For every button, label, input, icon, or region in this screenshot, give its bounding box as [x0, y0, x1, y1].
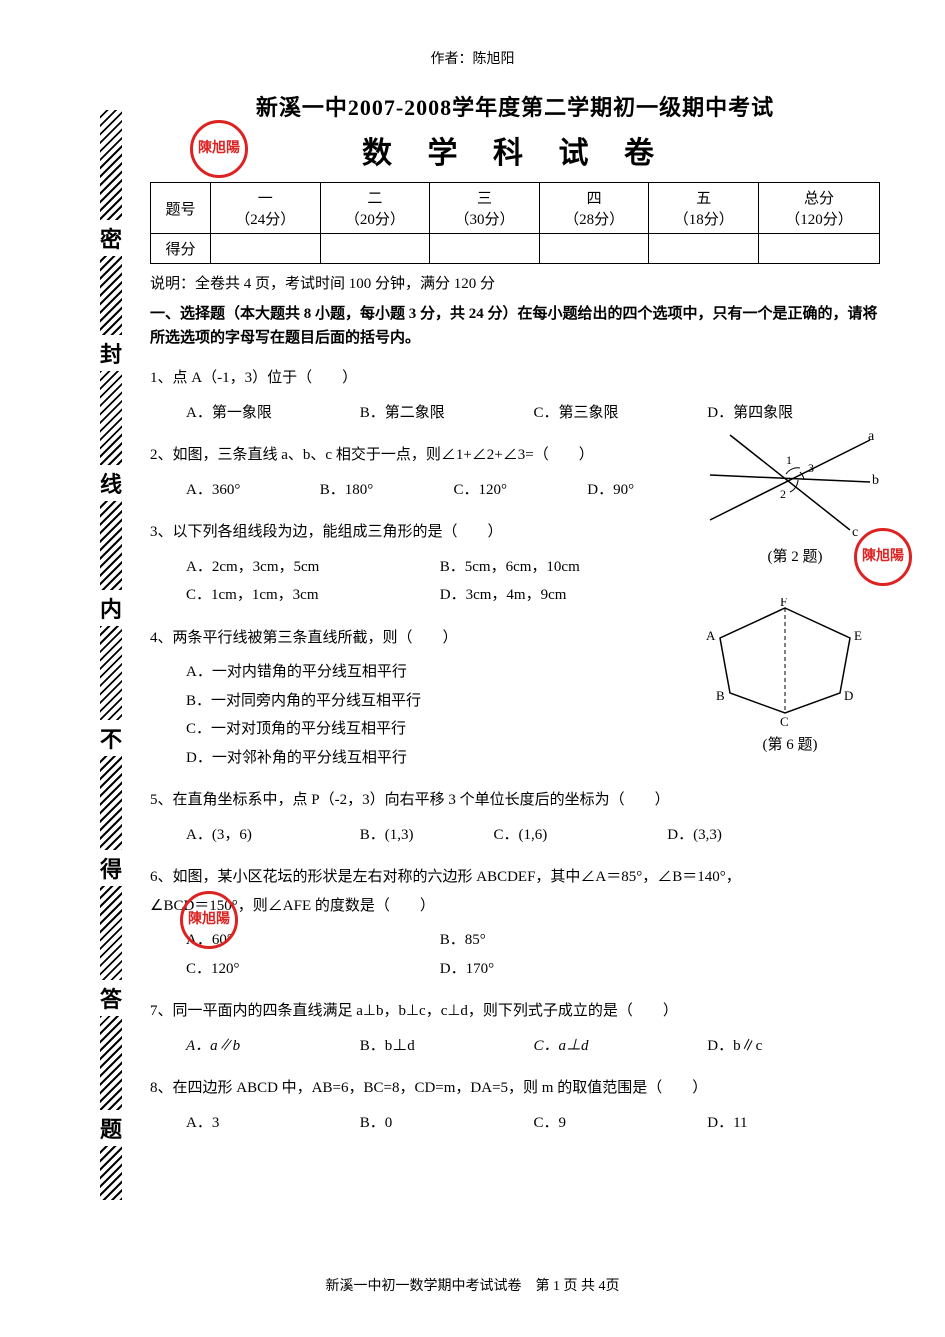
binding-char: 密 [96, 220, 126, 256]
option: D．3cm，4m，9cm [440, 581, 690, 610]
hatch-pattern [100, 110, 122, 1200]
option: B．180° [320, 476, 450, 505]
table-row: 题号 一（24分） 二（20分） 三（30分） 四（28分） 五（18分） 总分… [151, 183, 880, 234]
col-head: 总分（120分） [759, 183, 880, 234]
table-row: 得分 [151, 234, 880, 264]
score-label: 得分 [151, 234, 211, 264]
binding-edge: 密 封 线 内 不 得 答 题 [90, 110, 132, 1200]
three-lines-icon: 1 2 3 a b c [700, 420, 880, 540]
svg-text:F: F [780, 598, 787, 609]
option: C．9 [534, 1109, 704, 1138]
question-7-options: A．a∥b B．b⊥d C．a⊥d D．b∥c [150, 1032, 880, 1061]
option: A．第一象限 [186, 399, 356, 428]
binding-char: 不 [96, 720, 126, 756]
question-8-options: A．3 B．0 C．9 D．11 [150, 1109, 880, 1138]
seal-stamp: 陳旭陽 [854, 528, 912, 586]
option: C．120° [454, 476, 584, 505]
option: C．1cm，1cm，3cm [186, 581, 436, 610]
question-8: 8、在四边形 ABCD 中，AB=6，BC=8，CD=m，DA=5，则 m 的取… [150, 1074, 880, 1103]
exam-title-line2: 数 学 科 试 卷 [150, 128, 880, 172]
figure-q6-label: (第 6 题) [700, 733, 880, 754]
option: D．11 [707, 1109, 877, 1138]
option: A．2cm，3cm，5cm [186, 553, 436, 582]
exam-description: 说明：全卷共 4 页，考试时间 100 分钟，满分 120 分 [150, 272, 880, 296]
binding-char: 线 [96, 465, 126, 501]
seal-stamp: 陳旭陽 [190, 120, 248, 178]
col-head: 五（18分） [649, 183, 759, 234]
svg-text:A: A [706, 628, 716, 643]
option: A．(3，6) [186, 821, 356, 850]
binding-char: 题 [96, 1110, 126, 1146]
seal-text: 陳旭陽 [862, 549, 904, 565]
option: C．(1,6) [494, 821, 664, 850]
svg-text:a: a [868, 429, 875, 444]
option: B．85° [440, 926, 690, 955]
option: B．5cm，6cm，10cm [440, 553, 690, 582]
svg-text:2: 2 [780, 487, 786, 501]
score-cell [649, 234, 759, 264]
option: C．a⊥d [534, 1032, 704, 1061]
option: D．(3,3) [667, 821, 797, 850]
option: B．(1,3) [360, 821, 490, 850]
seal-text: 陳旭陽 [188, 912, 230, 928]
svg-text:C: C [780, 714, 789, 728]
col-head: 三（30分） [430, 183, 540, 234]
hexagon-icon: F E D C B A [700, 598, 870, 728]
score-cell [539, 234, 649, 264]
binding-char: 内 [96, 590, 126, 626]
option: A．a∥b [186, 1032, 356, 1061]
option: D．b∥c [707, 1032, 877, 1061]
binding-char: 答 [96, 980, 126, 1016]
score-cell [759, 234, 880, 264]
svg-text:B: B [716, 688, 725, 703]
question-6-options: A．60° B．85° C．120° D．170° [150, 926, 880, 983]
score-cell [320, 234, 430, 264]
section-1-title: 一、选择题（本大题共 8 小题，每小题 3 分，共 24 分）在每小题给出的四个… [150, 302, 880, 350]
binding-char: 得 [96, 850, 126, 886]
option: B．第二象限 [360, 399, 530, 428]
author-line: 作者：陈旭阳 [0, 0, 945, 68]
col-head: 一（24分） [211, 183, 321, 234]
option: B．0 [360, 1109, 530, 1138]
option: A．360° [186, 476, 316, 505]
col-head: 二（20分） [320, 183, 430, 234]
question-5: 5、在直角坐标系中，点 P（-2，3）向右平移 3 个单位长度后的坐标为（ ） [150, 786, 880, 815]
header-label: 题号 [151, 183, 211, 234]
question-5-options: A．(3，6) B．(1,3) C．(1,6) D．(3,3) [150, 821, 880, 850]
question-6: 6、如图，某小区花坛的形状是左右对称的六边形 ABCDEF，其中∠A＝85°，∠… [150, 863, 880, 920]
seal-text: 陳旭陽 [198, 141, 240, 157]
question-7: 7、同一平面内的四条直线满足 a⊥b，b⊥c，c⊥d，则下列式子成立的是（ ） [150, 997, 880, 1026]
col-head: 四（28分） [539, 183, 649, 234]
svg-text:b: b [872, 473, 879, 488]
svg-text:E: E [854, 628, 862, 643]
score-cell [430, 234, 540, 264]
figure-q2: 1 2 3 a b c (第 2 题) 陳旭陽 [700, 420, 890, 566]
question-1: 1、点 A（-1，3）位于（ ） [150, 364, 880, 393]
exam-title-line1: 新溪一中2007-2008学年度第二学期初一级期中考试 [150, 90, 880, 122]
binding-char: 封 [96, 335, 126, 371]
score-table: 题号 一（24分） 二（20分） 三（30分） 四（28分） 五（18分） 总分… [150, 182, 880, 264]
svg-text:3: 3 [808, 461, 814, 475]
svg-text:D: D [844, 688, 853, 703]
svg-text:c: c [852, 525, 858, 540]
option: D．90° [587, 476, 717, 505]
option: C．第三象限 [534, 399, 704, 428]
page-footer: 新溪一中初一数学期中考试试卷 第 1 页 共 4页 [0, 1275, 945, 1295]
seal-stamp: 陳旭陽 [180, 891, 238, 949]
figure-q6: F E D C B A (第 6 题) [700, 598, 880, 754]
score-cell [211, 234, 321, 264]
page-content: 新溪一中2007-2008学年度第二学期初一级期中考试 数 学 科 试 卷 陳旭… [150, 90, 880, 1137]
option: A．3 [186, 1109, 356, 1138]
option: B．b⊥d [360, 1032, 530, 1061]
svg-text:1: 1 [786, 453, 792, 467]
option: C．120° [186, 955, 436, 984]
option: D．170° [440, 955, 690, 984]
q6-stem-a: 6、如图，某小区花坛的形状是左右对称的六边形 ABCDEF，其中∠A＝85°，∠… [150, 869, 741, 885]
